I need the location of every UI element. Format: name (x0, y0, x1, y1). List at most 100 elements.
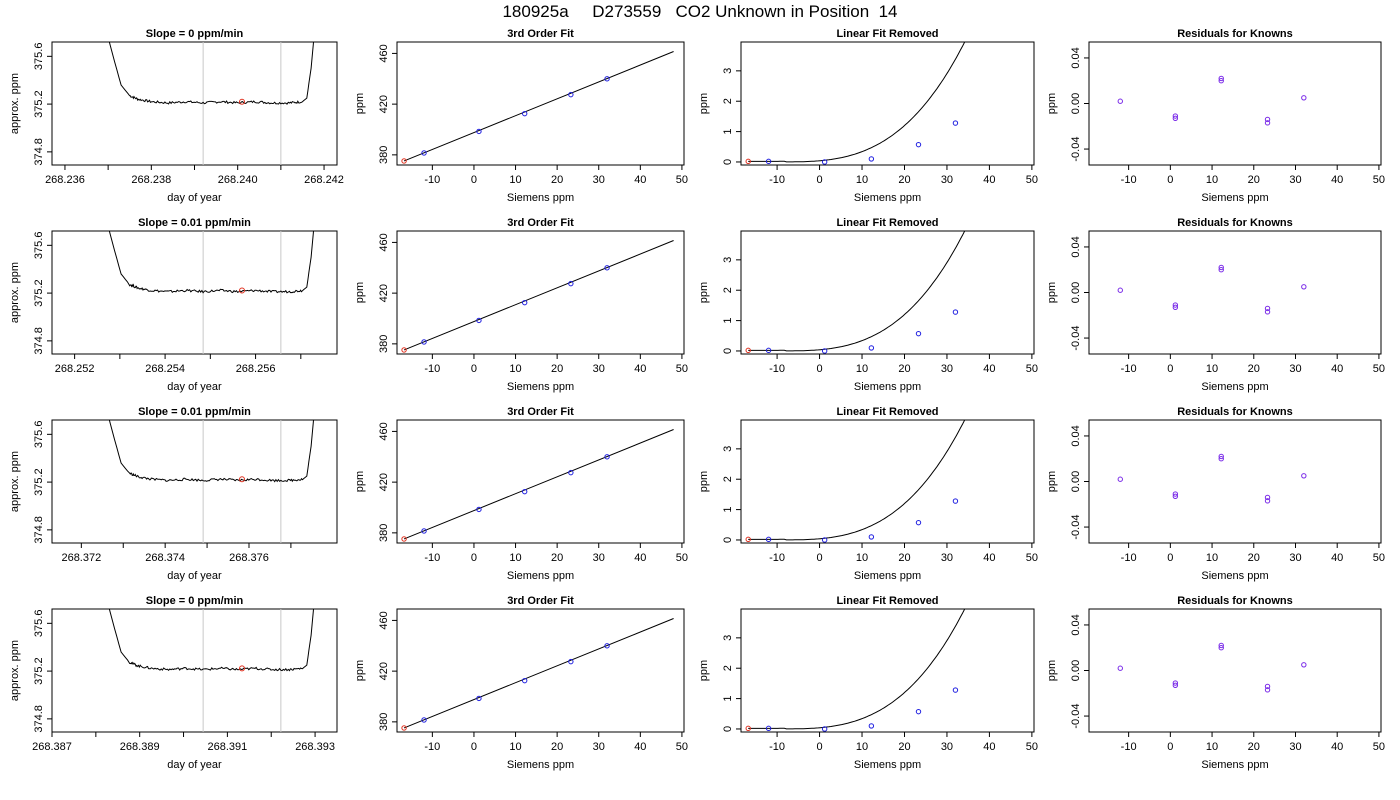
x-tick-label: -10 (769, 741, 785, 753)
residuals-panel: Residuals for Knowns -10 0 10 20 30 40 50 -0.04 0… (1046, 406, 1385, 582)
plot-frame (1088, 419, 1382, 544)
fit-panel: 3rd Order Fit -10 0 10 20 30 40 50 380 420 460 Siem… (354, 28, 688, 204)
known-point (915, 330, 922, 337)
x-tick-label: 268.393 (295, 741, 335, 753)
known-point (915, 708, 922, 715)
y-tick-label: 460 (378, 233, 390, 251)
fit-panel: 3rd Order Fit -10 0 10 20 30 40 50 380 420 460 Siem… (354, 217, 688, 393)
known-point (821, 159, 828, 165)
known-point (568, 280, 574, 287)
x-tick-label: 30 (593, 363, 605, 375)
x-tick-label: 10 (509, 741, 521, 753)
x-axis-label: Siemens ppm (1201, 192, 1268, 204)
known-point (421, 528, 427, 534)
y-axis-label: ppm (698, 471, 710, 492)
x-tick-label: 0 (471, 174, 477, 186)
unknown-point (239, 665, 245, 672)
plot-title: 3rd Order Fit (507, 28, 574, 40)
x-tick-label: 20 (1248, 363, 1260, 375)
trace-line (108, 231, 315, 294)
known-point (604, 76, 610, 82)
known-point (765, 536, 772, 543)
x-tick-label: 30 (593, 741, 605, 753)
y-tick-label: 2 (722, 476, 734, 482)
known-point (868, 345, 875, 351)
x-tick-label: 20 (898, 363, 910, 375)
x-tick-label: 20 (898, 741, 910, 753)
page-title: 180925a D273559 CO2 Unknown in Position … (502, 2, 898, 21)
x-tick-label: 30 (1289, 552, 1301, 564)
plot-frame (51, 608, 338, 733)
plot-area (401, 51, 674, 164)
x-tick-label: 30 (1289, 363, 1301, 375)
x-tick-label: 268.240 (218, 174, 258, 186)
residual-point (1117, 287, 1123, 293)
known-point (604, 265, 610, 271)
y-tick-label: 375.2 (33, 90, 45, 118)
plot-frame (396, 41, 685, 166)
x-tick-label: 268.376 (229, 552, 269, 564)
y-tick-label: 460 (378, 44, 390, 62)
x-tick-label: 50 (1026, 174, 1038, 186)
residual-point (1218, 78, 1224, 84)
known-point (821, 348, 828, 354)
residual-point (1301, 95, 1307, 101)
x-tick-label: 30 (941, 552, 953, 564)
linear-removed-panel: Linear Fit Removed -10 0 10 20 30 40 50 0 1 2 3 Siem… (698, 406, 1038, 582)
plot-row-3: Slope = 0.01 ppm/min 268.372 268.374 268.37… (9, 406, 1385, 582)
y-tick-label: -0.04 (1070, 515, 1082, 540)
plot-title: Residuals for Knowns (1177, 217, 1293, 229)
known-point (421, 150, 427, 156)
plot-area (745, 609, 966, 732)
unknown-point (239, 98, 245, 105)
x-tick-label: -10 (1121, 363, 1137, 375)
x-tick-label: -10 (424, 552, 440, 564)
residual-point (1218, 75, 1224, 82)
plot-title: Slope = 0 ppm/min (146, 28, 244, 40)
known-point (476, 317, 482, 324)
plot-title: Residuals for Knowns (1177, 595, 1293, 607)
plot-frame (1088, 608, 1382, 733)
residuals-panel: Residuals for Knowns -10 0 10 20 30 40 50 -0.04 0… (1046, 28, 1385, 204)
residual-point (1264, 116, 1271, 123)
y-tick-label: 0.00 (1070, 282, 1082, 303)
residual-point (1218, 645, 1224, 651)
x-tick-label: 10 (1206, 174, 1218, 186)
known-point (952, 687, 959, 693)
x-tick-label: 10 (509, 363, 521, 375)
x-tick-label: 40 (1331, 363, 1343, 375)
y-tick-label: 2 (722, 98, 734, 104)
y-axis-label: ppm (698, 660, 710, 681)
linear-removed-panel: Linear Fit Removed -10 0 10 20 30 40 50 0 1 2 3 Siem… (698, 217, 1038, 393)
x-tick-label: 30 (1289, 741, 1301, 753)
residual-point (1301, 662, 1307, 668)
plot-title: Linear Fit Removed (836, 28, 938, 40)
x-tick-label: 10 (509, 174, 521, 186)
x-tick-label: 20 (898, 174, 910, 186)
plot-frame (396, 230, 685, 355)
known-point (521, 299, 528, 306)
y-tick-label: 374.8 (33, 138, 45, 166)
fit-line (403, 429, 674, 540)
x-tick-label: 30 (593, 174, 605, 186)
y-tick-label: 380 (378, 335, 390, 353)
trace-line (108, 420, 315, 483)
x-tick-label: 50 (1026, 741, 1038, 753)
y-tick-label: 3 (722, 68, 734, 74)
fit-curve (748, 420, 966, 541)
x-axis-label: Siemens ppm (1201, 570, 1268, 582)
residual-point (1218, 267, 1224, 273)
plot-area (745, 420, 966, 543)
residual-point (1172, 493, 1179, 500)
known-point (604, 454, 610, 460)
x-tick-label: 40 (1331, 174, 1343, 186)
known-point (765, 725, 772, 732)
y-axis-label: ppm (698, 282, 710, 303)
y-tick-label: 374.8 (33, 327, 45, 355)
x-tick-label: 268.256 (236, 363, 276, 375)
y-tick-label: 460 (378, 422, 390, 440)
x-tick-label: 50 (1373, 174, 1385, 186)
residual-point (1117, 476, 1123, 482)
y-tick-label: 375.6 (33, 43, 45, 71)
